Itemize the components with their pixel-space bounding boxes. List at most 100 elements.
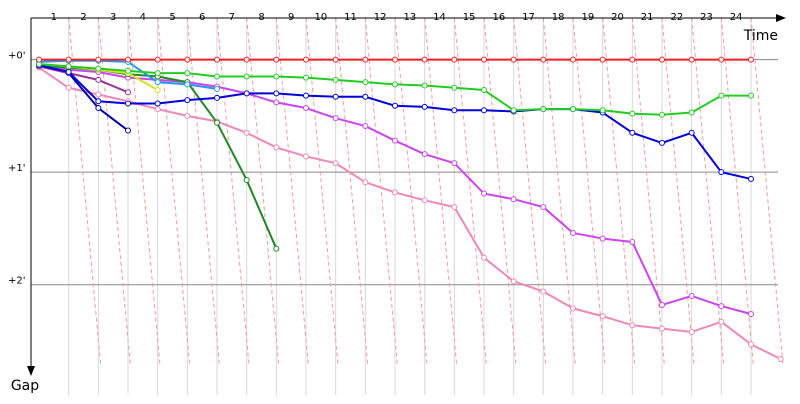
- data-point: [718, 169, 725, 176]
- data-point: [243, 129, 250, 136]
- data-point: [658, 139, 665, 146]
- data-point: [392, 81, 399, 88]
- data-point: [65, 69, 72, 76]
- data-point: [510, 196, 517, 203]
- data-point: [214, 56, 221, 63]
- lap-line: [572, 17, 606, 366]
- data-point: [303, 92, 310, 99]
- data-point: [599, 107, 606, 114]
- data-point: [747, 341, 754, 348]
- x-tick-label: 19: [581, 12, 594, 23]
- data-point: [629, 129, 636, 136]
- x-tick-label: 22: [670, 12, 683, 23]
- lap-line: [453, 17, 487, 366]
- data-point: [599, 313, 606, 320]
- lap-line: [157, 17, 191, 366]
- data-point: [184, 56, 191, 63]
- data-point: [362, 79, 369, 86]
- x-tick-label: 17: [522, 12, 535, 23]
- data-point: [184, 97, 191, 104]
- data-point: [184, 81, 191, 88]
- data-point: [243, 177, 250, 184]
- x-tick-label: 20: [611, 12, 624, 23]
- data-point: [658, 325, 665, 332]
- lap-line: [97, 17, 131, 366]
- x-tick-label: 16: [492, 12, 505, 23]
- data-point: [688, 328, 695, 335]
- lap-line: [483, 17, 517, 366]
- data-point: [214, 85, 221, 92]
- data-point: [65, 63, 72, 70]
- data-point: [777, 355, 784, 362]
- x-tick-label: 21: [641, 12, 654, 23]
- data-point: [658, 56, 665, 63]
- data-point: [125, 56, 132, 63]
- data-point: [273, 73, 280, 80]
- data-point: [747, 56, 754, 63]
- lap-lines: [68, 17, 784, 366]
- data-point: [332, 93, 339, 100]
- data-point: [154, 106, 161, 113]
- x-tick-label: 11: [344, 12, 357, 23]
- data-point: [451, 56, 458, 63]
- data-point: [451, 107, 458, 114]
- lap-line: [305, 17, 339, 366]
- series-line: [38, 66, 782, 360]
- x-tick-label: 23: [700, 12, 713, 23]
- data-point: [481, 190, 487, 197]
- x-tick-label: 4: [140, 12, 146, 23]
- data-point: [184, 70, 191, 77]
- lap-line: [542, 17, 576, 366]
- data-point: [243, 56, 250, 63]
- data-point: [510, 278, 517, 285]
- data-point: [629, 110, 636, 117]
- lap-line: [631, 17, 665, 366]
- y-tick-label: +1': [8, 163, 26, 174]
- plot: [36, 56, 784, 362]
- data-point: [243, 73, 250, 80]
- y-axis-arrow: [27, 366, 35, 376]
- data-point: [125, 100, 132, 107]
- data-point: [243, 90, 250, 97]
- data-point: [332, 115, 339, 122]
- data-point: [332, 76, 339, 83]
- data-point: [65, 56, 72, 63]
- data-point: [303, 105, 310, 112]
- data-point: [273, 56, 280, 63]
- lap-line: [661, 17, 695, 366]
- data-point: [688, 109, 695, 116]
- x-axis-title: Time: [743, 28, 778, 44]
- data-point: [154, 70, 161, 77]
- data-point: [362, 56, 369, 63]
- data-point: [36, 56, 43, 63]
- lap-line: [513, 17, 547, 366]
- data-point: [125, 89, 132, 96]
- data-point: [362, 179, 369, 186]
- data-point: [125, 127, 132, 134]
- data-point: [658, 301, 665, 308]
- data-point: [629, 322, 636, 329]
- data-point: [718, 92, 725, 99]
- data-point: [154, 100, 161, 107]
- data-point: [688, 292, 695, 299]
- data-point: [718, 303, 725, 310]
- data-point: [273, 99, 280, 106]
- data-point: [273, 245, 280, 252]
- data-point: [332, 56, 339, 63]
- data-point: [510, 56, 517, 63]
- data-point: [95, 98, 102, 105]
- lap-line: [720, 17, 754, 366]
- data-point: [451, 204, 458, 211]
- data-point: [451, 160, 458, 167]
- y-axis-title: Gap: [11, 378, 39, 394]
- x-tick-label: 18: [552, 12, 565, 23]
- data-point: [599, 235, 606, 242]
- data-point: [599, 56, 606, 63]
- data-point: [569, 229, 576, 236]
- data-point: [214, 119, 221, 126]
- data-point: [688, 56, 695, 63]
- x-tick-label: 13: [403, 12, 416, 23]
- data-point: [540, 204, 547, 211]
- data-point: [65, 84, 72, 91]
- data-point: [569, 106, 576, 113]
